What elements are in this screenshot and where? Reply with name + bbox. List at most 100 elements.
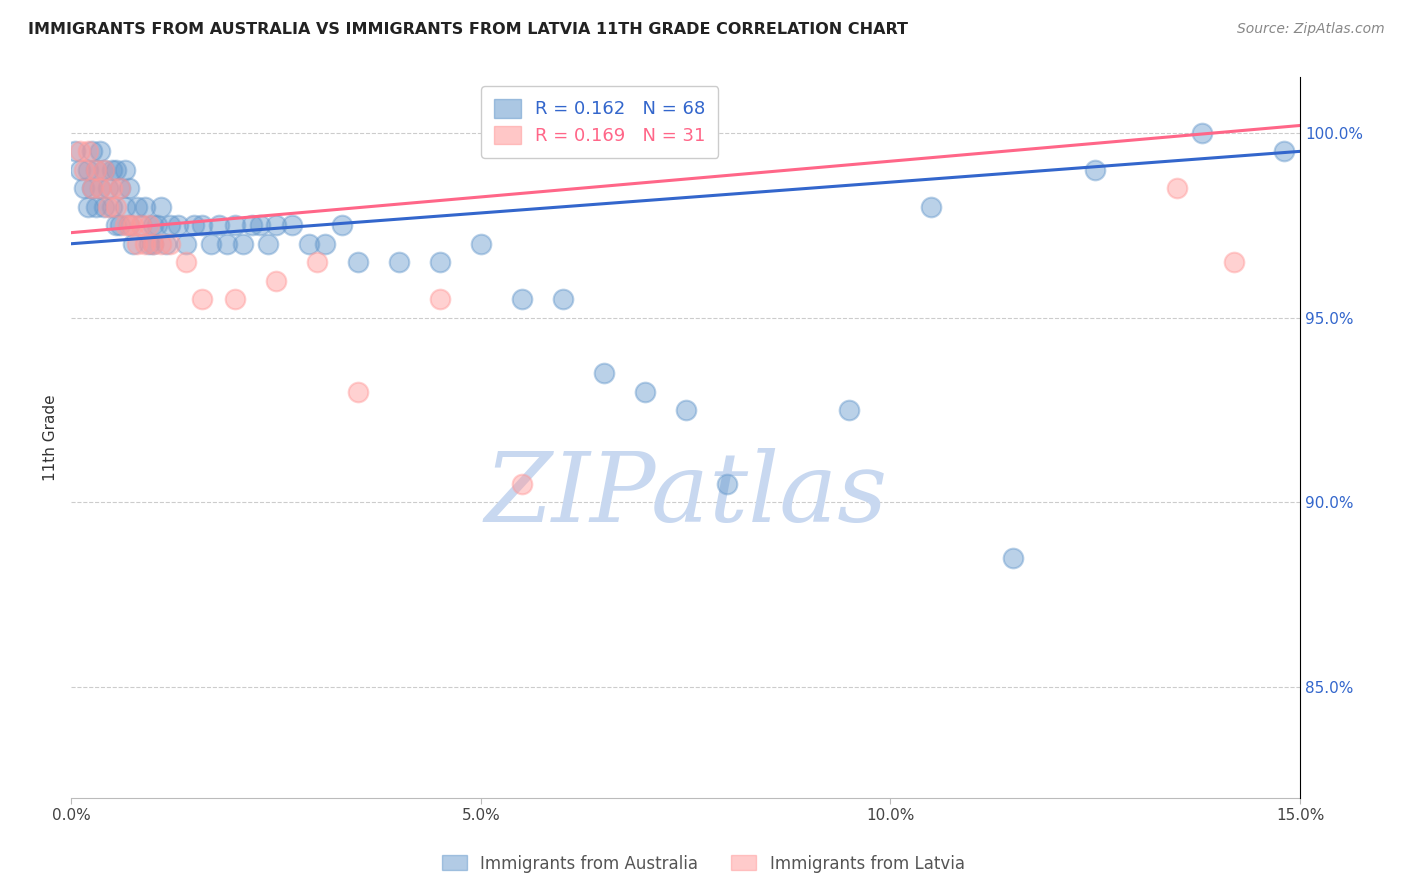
Point — [84, 162, 107, 177]
Point — [142, 219, 165, 233]
Point — [101, 181, 124, 195]
Point — [134, 200, 156, 214]
Point — [1272, 145, 1295, 159]
Point — [159, 219, 181, 233]
Point — [129, 219, 152, 233]
Point — [76, 162, 98, 177]
Point — [69, 145, 91, 159]
Point — [1002, 550, 1025, 565]
Point — [105, 200, 128, 214]
Point — [84, 200, 107, 214]
Point — [249, 219, 271, 233]
Point — [142, 236, 165, 251]
Point — [1084, 162, 1107, 177]
Point — [347, 255, 370, 269]
Point — [84, 162, 107, 177]
Point — [920, 200, 942, 214]
Point — [281, 219, 304, 233]
Point — [97, 200, 120, 214]
Point — [129, 219, 152, 233]
Point — [1166, 181, 1188, 195]
Point — [429, 292, 451, 306]
Point — [257, 236, 280, 251]
Legend: Immigrants from Australia, Immigrants from Latvia: Immigrants from Australia, Immigrants fr… — [434, 848, 972, 880]
Text: ZIPatlas: ZIPatlas — [484, 449, 887, 542]
Point — [80, 181, 103, 195]
Point — [105, 162, 128, 177]
Point — [125, 236, 148, 251]
Point — [159, 236, 181, 251]
Point — [470, 236, 492, 251]
Point — [838, 403, 860, 417]
Point — [89, 181, 111, 195]
Point — [72, 162, 94, 177]
Point — [224, 219, 246, 233]
Text: Source: ZipAtlas.com: Source: ZipAtlas.com — [1237, 22, 1385, 37]
Point — [110, 219, 132, 233]
Point — [1223, 255, 1246, 269]
Point — [101, 200, 124, 214]
Point — [232, 236, 254, 251]
Point — [155, 236, 177, 251]
Point — [138, 219, 160, 233]
Point — [69, 162, 91, 177]
Point — [298, 236, 321, 251]
Point — [166, 219, 188, 233]
Point — [146, 219, 169, 233]
Point — [72, 181, 94, 195]
Point — [716, 477, 738, 491]
Point — [551, 292, 574, 306]
Point — [76, 145, 98, 159]
Point — [150, 236, 173, 251]
Point — [174, 236, 197, 251]
Point — [118, 219, 141, 233]
Point — [388, 255, 411, 269]
Text: IMMIGRANTS FROM AUSTRALIA VS IMMIGRANTS FROM LATVIA 11TH GRADE CORRELATION CHART: IMMIGRANTS FROM AUSTRALIA VS IMMIGRANTS … — [28, 22, 908, 37]
Point — [89, 145, 111, 159]
Point — [121, 236, 143, 251]
Y-axis label: 11th Grade: 11th Grade — [44, 394, 58, 481]
Point — [97, 181, 120, 195]
Point — [125, 200, 148, 214]
Point — [200, 236, 222, 251]
Point — [114, 219, 136, 233]
Point — [191, 292, 214, 306]
Point — [330, 219, 353, 233]
Point — [114, 162, 136, 177]
Point — [675, 403, 697, 417]
Point — [264, 219, 287, 233]
Point — [121, 219, 143, 233]
Point — [138, 236, 160, 251]
Point — [264, 274, 287, 288]
Point — [183, 219, 205, 233]
Point — [1191, 126, 1213, 140]
Point — [80, 145, 103, 159]
Point — [93, 162, 115, 177]
Point — [347, 384, 370, 399]
Point — [65, 145, 87, 159]
Point — [634, 384, 657, 399]
Point — [110, 181, 132, 195]
Point — [101, 162, 124, 177]
Point — [118, 219, 141, 233]
Point — [93, 162, 115, 177]
Point — [76, 200, 98, 214]
Point — [215, 236, 238, 251]
Point — [314, 236, 336, 251]
Point — [174, 255, 197, 269]
Point — [224, 292, 246, 306]
Point — [592, 366, 614, 380]
Point — [93, 200, 115, 214]
Point — [208, 219, 231, 233]
Point — [429, 255, 451, 269]
Point — [114, 200, 136, 214]
Point — [110, 181, 132, 195]
Point — [105, 219, 128, 233]
Point — [240, 219, 263, 233]
Point — [142, 236, 165, 251]
Point — [510, 292, 533, 306]
Point — [307, 255, 329, 269]
Point — [510, 477, 533, 491]
Point — [191, 219, 214, 233]
Point — [118, 181, 141, 195]
